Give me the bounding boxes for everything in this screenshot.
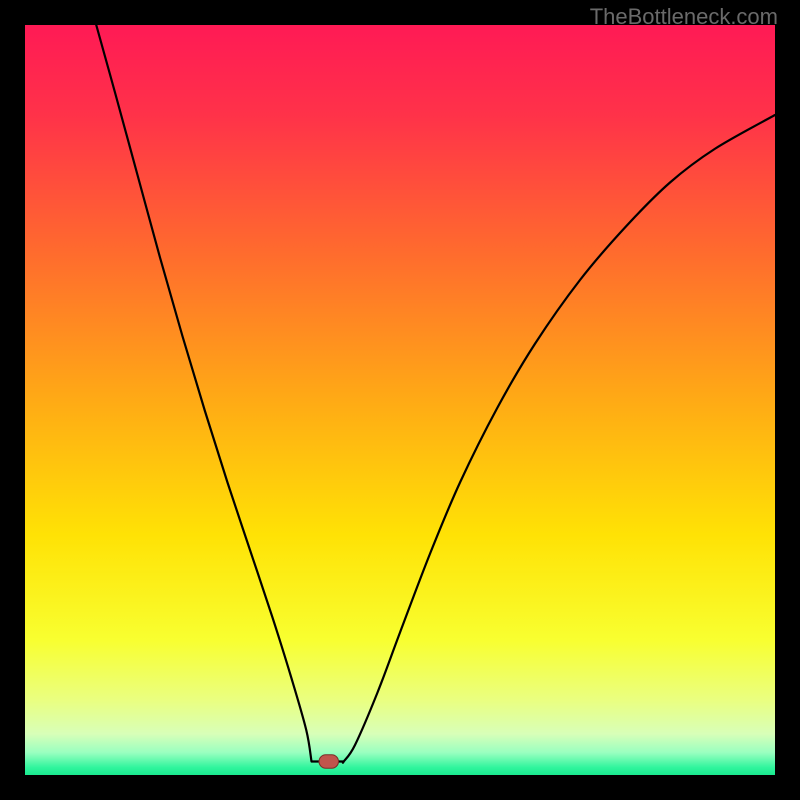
optimal-point-marker <box>319 755 339 769</box>
figure-container: TheBottleneck.com <box>0 0 800 800</box>
plot-area <box>25 25 775 775</box>
chart-background <box>25 25 775 775</box>
watermark-text: TheBottleneck.com <box>590 4 778 30</box>
bottleneck-chart <box>25 25 775 775</box>
